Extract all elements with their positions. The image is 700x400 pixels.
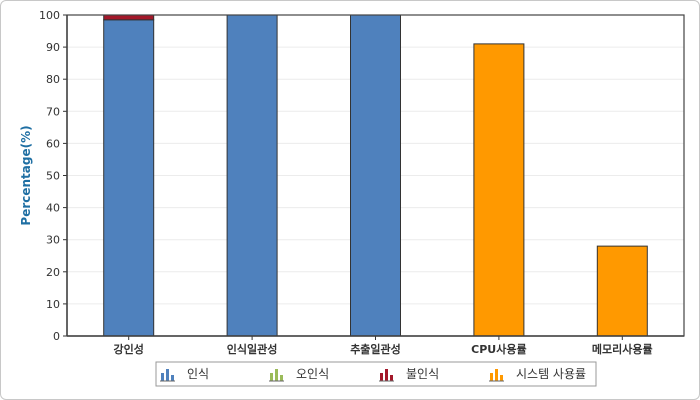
legend-item-시스템 사용률: 시스템 사용률: [489, 367, 586, 382]
x-category-label: 인식일관성: [227, 342, 278, 356]
legend-swatch-bar: [495, 369, 498, 381]
y-tick-label: 30: [46, 234, 60, 247]
y-axis-label: Percentage(%): [19, 125, 33, 225]
legend: 인식 오인식 불인식 시스템 사용률: [155, 361, 597, 387]
y-tick-label: 80: [46, 73, 60, 86]
legend-swatch-bar: [280, 375, 283, 381]
x-category-label: CPU사용률: [471, 342, 526, 356]
x-category-label: 추출일관성: [350, 342, 401, 356]
bar-4-시스템 사용률: [596, 245, 648, 337]
y-tick-label: 40: [46, 202, 60, 215]
x-axis-category-labels: 강인성 인식일관성 추출일관성 CPU사용률 메모리사용률: [114, 336, 653, 356]
y-tick-label: 0: [53, 330, 60, 343]
legend-swatch-bar: [171, 375, 174, 381]
legend-swatch-bar: [390, 375, 393, 381]
y-tick-label: 100: [39, 9, 60, 22]
plot-border: [66, 14, 685, 337]
x-category-label: 강인성: [114, 342, 144, 356]
x-category-label: 메모리사용률: [592, 342, 653, 356]
legend-swatch-bar: [385, 369, 388, 381]
legend-swatch-bar: [490, 373, 493, 381]
legend-swatch-bar: [500, 375, 503, 381]
bar-1-인식: [226, 14, 278, 337]
legend-item-오인식: 오인식: [269, 367, 329, 382]
legend-swatch-bar: [275, 369, 278, 381]
bar-0-인식: [103, 19, 155, 337]
y-tick-label: 60: [46, 137, 60, 150]
legend-item-불인식: 불인식: [379, 367, 439, 382]
legend-label: 인식: [187, 367, 209, 381]
legend-swatch-bar: [380, 373, 383, 381]
y-tick-label: 70: [46, 105, 60, 118]
y-axis-ticks: 0 10 20 30 40 50 60 70 80 90 100: [39, 9, 67, 343]
bar-2-인식: [350, 14, 401, 337]
y-tick-label: 20: [46, 266, 60, 279]
y-tick-label: 90: [46, 41, 60, 54]
bar-3-시스템 사용률: [473, 43, 525, 337]
legend-item-인식: 인식: [160, 367, 209, 382]
y-tick-label: 10: [46, 298, 60, 311]
legend-label: 오인식: [296, 367, 329, 381]
bar-0-불인식: [103, 14, 155, 21]
y-tick-label: 50: [46, 170, 60, 183]
legend-swatch-bar: [161, 373, 164, 381]
legend-label: 불인식: [406, 367, 439, 381]
legend-swatch-bar: [270, 373, 273, 381]
legend-box: [155, 361, 597, 387]
legend-swatch-bar: [166, 369, 169, 381]
legend-label: 시스템 사용률: [516, 367, 586, 381]
